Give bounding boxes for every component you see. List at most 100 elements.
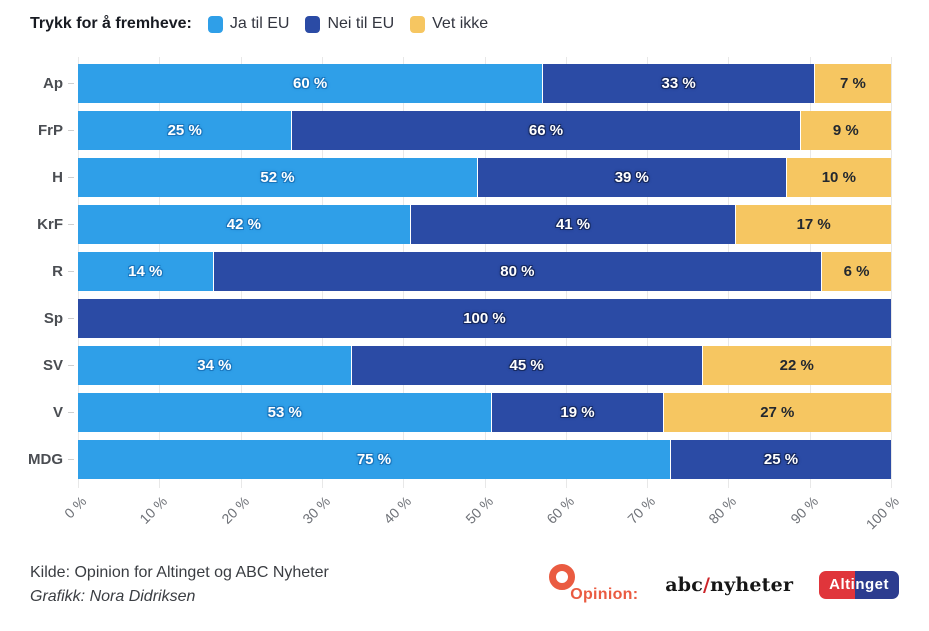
category-cell: MDG (0, 451, 78, 468)
bar-segment-vet-ikke[interactable]: 17 % (735, 205, 891, 244)
bar-segment-vet-ikke[interactable]: 9 % (799, 111, 891, 150)
category-label: H (52, 169, 63, 186)
x-axis-tick-label: 60 % (543, 493, 578, 527)
segment-value-label: 22 % (779, 357, 814, 374)
opinion-logo: Opinion: (549, 564, 639, 606)
x-axis-tick-label: 50 % (461, 493, 496, 527)
bar-row-v: V 53 % 19 % 27 % (0, 393, 891, 432)
bar-row-krf: KrF 42 % 41 % 17 % (0, 205, 891, 244)
bar-track: 53 % 19 % 27 % (78, 393, 891, 432)
segment-value-label: 34 % (197, 357, 232, 374)
segment-value-label: 42 % (226, 216, 261, 233)
x-axis-tick-label: 30 % (299, 493, 334, 527)
abc-logo-slash: / (702, 574, 711, 596)
bar-segment-nei-til-eu[interactable]: 19 % (491, 393, 663, 432)
bar-segment-vet-ikke[interactable]: 7 % (813, 64, 891, 103)
segment-value-label: 7 % (840, 75, 866, 92)
bar-segment-nei-til-eu[interactable]: 39 % (476, 158, 786, 197)
category-tick (68, 130, 74, 131)
legend-item-label: Nei til EU (327, 15, 395, 32)
legend: Trykk for å fremheve: Ja til EU Nei til E… (30, 12, 899, 36)
legend-item-vet-ikke[interactable]: Vet ikke (410, 15, 488, 33)
category-label: V (52, 404, 63, 421)
bar-segment-ja-til-eu[interactable]: 25 % (78, 111, 292, 150)
opinion-logo-text: Opinion: (570, 586, 639, 603)
bar-segment-ja-til-eu[interactable]: 52 % (78, 158, 477, 197)
bar-segment-vet-ikke[interactable]: 22 % (701, 346, 891, 385)
bar-segment-vet-ikke[interactable]: 10 % (785, 158, 891, 197)
category-tick (68, 271, 74, 272)
x-axis-tick-label: 20 % (218, 493, 252, 527)
bar-row-ap: Ap 60 % 33 % 7 % (0, 64, 891, 103)
source-text: Kilde: Opinion for Altinget og ABC Nyhet… (30, 564, 329, 581)
page: Trykk for å fremheve: Ja til EU Nei til E… (0, 12, 902, 609)
x-axis: 0 % 10 % 20 % 30 % 40 % 50 % 60 % 70 % 80 % 90 % 1… (0, 485, 902, 541)
bar-segment-nei-til-eu[interactable]: 80 % (212, 252, 822, 291)
bar-segment-nei-til-eu[interactable]: 100 % (78, 299, 891, 338)
plot-area: Ap 60 % 33 % 7 % FrP 25 % 66 % 9 % H 52 % 39 % 10 %… (0, 57, 892, 488)
segment-value-label: 41 % (555, 216, 591, 233)
legend-swatch (207, 15, 223, 33)
category-tick (68, 365, 74, 366)
x-axis-tick-label: 90 % (787, 493, 822, 527)
legend-item-ja-til-eu[interactable]: Ja til EU (207, 15, 289, 33)
legend-swatch (305, 15, 321, 33)
bar-segment-ja-til-eu[interactable]: 42 % (78, 205, 410, 244)
segment-value-label: 25 % (167, 122, 202, 139)
bar-track: 42 % 41 % 17 % (78, 205, 891, 244)
bar-segment-vet-ikke[interactable]: 6 % (821, 252, 891, 291)
category-cell: KrF (0, 216, 78, 233)
legend-item-nei-til-eu[interactable]: Nei til EU (305, 15, 394, 33)
category-tick (68, 83, 74, 84)
bar-track: 25 % 66 % 9 % (78, 111, 891, 150)
bar-segment-ja-til-eu[interactable]: 60 % (78, 64, 543, 103)
category-tick (68, 412, 74, 413)
bar-row-sv: SV 34 % 45 % 22 % (0, 346, 891, 385)
bar-row-sp: Sp 100 % (0, 299, 891, 338)
x-axis-tick-label: 10 % (136, 493, 171, 527)
bar-segment-nei-til-eu[interactable]: 25 % (669, 440, 892, 479)
logo-strip: Opinion: abc/nyheter Altinget (549, 564, 899, 606)
altinget-logo: Altinget (819, 571, 899, 599)
legend-swatch (410, 15, 426, 33)
segment-value-label: 60 % (293, 75, 328, 92)
bar-track: 75 % 25 % (78, 440, 892, 479)
bar-segment-nei-til-eu[interactable]: 41 % (409, 205, 736, 244)
category-tick (68, 177, 74, 178)
bar-row-mdg: MDG 75 % 25 % (0, 440, 892, 479)
bar-row-h: H 52 % 39 % 10 % (0, 158, 891, 197)
category-tick (68, 459, 74, 460)
bar-row-frp: FrP 25 % 66 % 9 % (0, 111, 891, 150)
source-block: Kilde: Opinion for Altinget og ABC Nyhet… (30, 561, 329, 609)
bar-segment-vet-ikke[interactable]: 27 % (662, 393, 891, 432)
category-label: Sp (43, 310, 63, 327)
category-cell: R (0, 263, 78, 280)
x-axis-tick-label: 80 % (705, 493, 740, 527)
segment-value-label: 66 % (528, 122, 564, 139)
abc-logo-part1: abc (665, 574, 703, 596)
x-axis-tick-label: 70 % (624, 493, 659, 527)
bar-rows: Ap 60 % 33 % 7 % FrP 25 % 66 % 9 % H 52 % 39 % 10 %… (0, 64, 892, 479)
bar-segment-ja-til-eu[interactable]: 14 % (78, 252, 213, 291)
bar-segment-ja-til-eu[interactable]: 53 % (78, 393, 492, 432)
bar-track: 100 % (78, 299, 891, 338)
bar-segment-ja-til-eu[interactable]: 34 % (78, 346, 351, 385)
credit-text: Grafikk: Nora Didriksen (30, 588, 196, 605)
category-cell: V (0, 404, 78, 421)
bar-track: 52 % 39 % 10 % (78, 158, 891, 197)
bar-segment-ja-til-eu[interactable]: 75 % (78, 440, 670, 479)
legend-title: Trykk for å fremheve: (30, 15, 192, 32)
bar-segment-nei-til-eu[interactable]: 33 % (542, 64, 814, 103)
abc-logo-part2: nyheter (710, 574, 794, 596)
category-cell: Ap (0, 75, 78, 92)
category-tick (68, 224, 74, 225)
category-label: KrF (37, 216, 63, 233)
bar-segment-nei-til-eu[interactable]: 45 % (350, 346, 702, 385)
bar-segment-nei-til-eu[interactable]: 66 % (291, 111, 800, 150)
category-cell: FrP (0, 122, 78, 139)
segment-value-label: 52 % (260, 169, 295, 186)
x-axis-tick-label: 40 % (380, 493, 415, 527)
bar-track: 34 % 45 % 22 % (78, 346, 891, 385)
x-axis-tick-label: 0 % (60, 493, 90, 522)
footer: Kilde: Opinion for Altinget og ABC Nyhet… (30, 561, 899, 609)
